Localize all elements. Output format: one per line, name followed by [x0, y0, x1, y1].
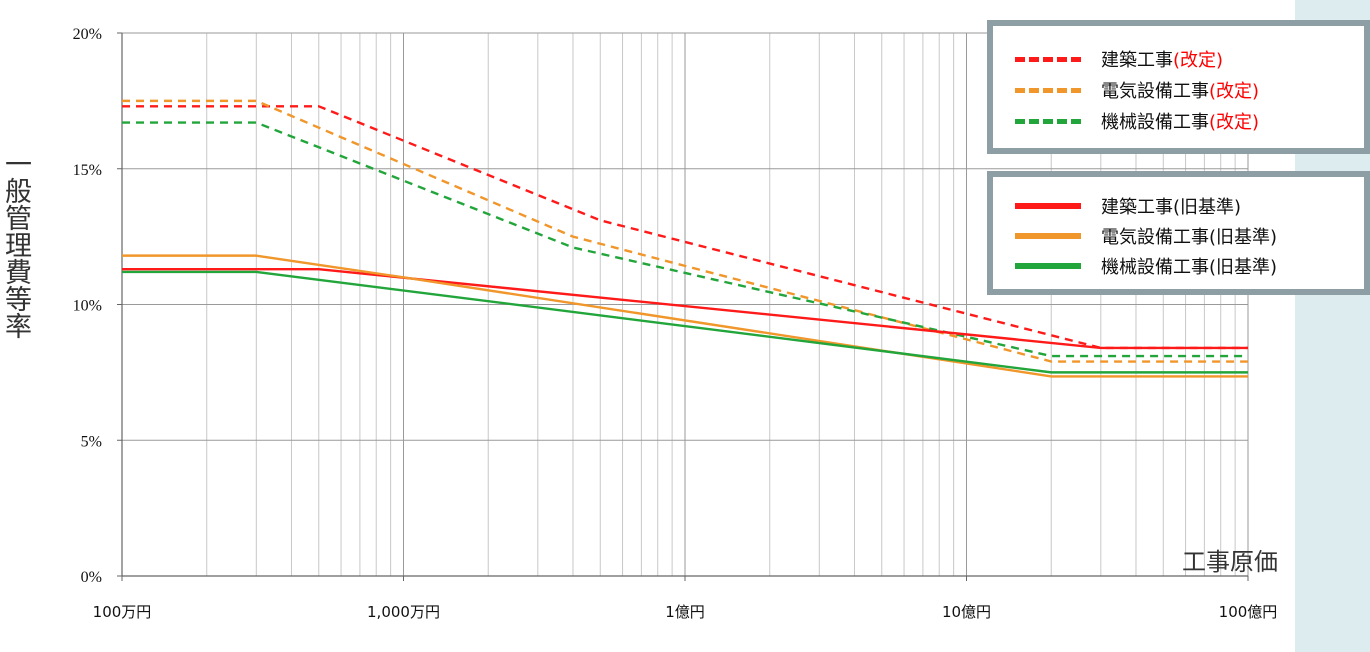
legend-suffix: (改定) — [1173, 50, 1224, 71]
legend-suffix: (改定) — [1209, 112, 1260, 133]
legend-label: 機械設備工事 — [1101, 257, 1209, 278]
y-tick-label: 5% — [81, 433, 102, 450]
legend-item: 建築工事 (旧基準) — [1015, 193, 1241, 219]
series-line-5 — [122, 254, 1248, 378]
legend-swatch — [1015, 56, 1081, 62]
legend-swatch — [1015, 203, 1081, 209]
legend-revised: 建築工事 (改定) 電気設備工事 (改定) 機械設備工事 (改定) — [987, 20, 1370, 154]
x-tick-label: 1,000万円 — [367, 603, 440, 621]
legend-label: 建築工事 — [1101, 197, 1173, 218]
legend-item: 機械設備工事 (旧基準) — [1015, 253, 1277, 279]
legend-label: 電気設備工事 — [1101, 81, 1209, 102]
legend-swatch — [1015, 87, 1081, 93]
series-line-4 — [122, 268, 1248, 350]
x-tick-label: 10億円 — [942, 603, 991, 621]
series-line-6 — [122, 270, 1248, 374]
series-line-2 — [122, 99, 1248, 363]
legend-label: 電気設備工事 — [1101, 227, 1209, 248]
y-tick-label: 15% — [73, 162, 102, 179]
legend-item: 建築工事 (改定) — [1015, 46, 1223, 72]
legend-suffix: (旧基準) — [1173, 197, 1242, 218]
legend-label: 機械設備工事 — [1101, 112, 1209, 133]
y-tick-label: 10% — [73, 298, 102, 315]
legend-swatch — [1015, 118, 1081, 124]
legend-swatch — [1015, 233, 1081, 239]
y-axis-label: 一般管理費等率 — [0, 150, 31, 339]
legend-item: 電気設備工事 (旧基準) — [1015, 223, 1277, 249]
x-tick-label: 100億円 — [1219, 603, 1278, 621]
legend-item: 機械設備工事 (改定) — [1015, 108, 1259, 134]
legend-old: 建築工事 (旧基準) 電気設備工事 (旧基準) 機械設備工事 (旧基準) — [987, 171, 1370, 295]
legend-suffix: (旧基準) — [1209, 257, 1278, 278]
x-axis-label: 工事原価 — [1182, 548, 1278, 576]
x-tick-label: 100万円 — [93, 603, 152, 621]
legend-suffix: (改定) — [1209, 81, 1260, 102]
x-tick-label: 1億円 — [665, 603, 705, 621]
legend-suffix: (旧基準) — [1209, 227, 1278, 248]
series-line-3 — [122, 121, 1248, 358]
y-tick-label: 0% — [81, 569, 102, 586]
legend-swatch — [1015, 263, 1081, 269]
y-tick-label: 20% — [73, 26, 102, 43]
legend-label: 建築工事 — [1101, 50, 1173, 71]
legend-item: 電気設備工事 (改定) — [1015, 77, 1259, 103]
